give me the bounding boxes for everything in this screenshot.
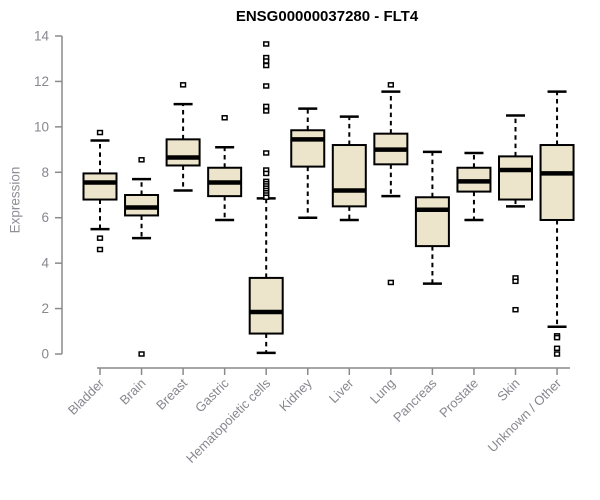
chart-title: ENSG00000037280 - FLT4 — [235, 8, 419, 25]
category-label-bladder: Bladder — [65, 375, 108, 418]
y-tick-label: 2 — [41, 301, 49, 316]
iqr-box — [165, 138, 201, 167]
iqr-box — [290, 129, 326, 168]
boxplot-prostate — [456, 151, 492, 222]
y-tick-label: 8 — [41, 165, 49, 180]
outlier-point — [553, 345, 561, 352]
boxplot-lung — [373, 82, 409, 286]
y-tick-label: 4 — [41, 256, 49, 271]
outlier-point — [512, 306, 519, 313]
iqr-box — [498, 155, 533, 201]
y-tick-label: 12 — [34, 74, 49, 89]
boxplot-unknown-other — [539, 90, 575, 357]
boxplot-hematopoietic-cells — [248, 41, 284, 355]
category-label-kidney: Kidney — [276, 375, 315, 414]
boxplot-brain — [124, 157, 160, 357]
outlier-point — [553, 351, 561, 357]
y-tick-labels: 0 2 4 6 8 10 12 14 — [34, 29, 50, 362]
iqr-box — [124, 194, 160, 217]
category-label-liver: Liver — [326, 375, 357, 406]
boxplot-skin — [498, 114, 533, 313]
outlier-point — [263, 41, 270, 47]
outlier-point — [138, 157, 145, 163]
outlier-point — [263, 83, 270, 89]
y-tick-label: 0 — [41, 347, 49, 362]
outlier-point — [263, 108, 270, 114]
category-label-breast: Breast — [153, 375, 190, 412]
category-label-skin: Skin — [494, 376, 522, 404]
outlier-point — [553, 334, 561, 341]
outlier-point — [263, 62, 270, 69]
y-axis — [55, 35, 63, 355]
y-tick-label: 10 — [34, 119, 49, 134]
outlier-point — [96, 129, 104, 136]
category-label-unknown-other: Unknown / Other — [485, 375, 565, 455]
outlier-point — [96, 246, 104, 253]
outlier-point — [387, 82, 395, 88]
outlier-point — [138, 351, 145, 357]
y-tick-label: 14 — [34, 29, 50, 44]
outlier-point — [512, 278, 519, 285]
category-label-gastric: Gastric — [192, 375, 232, 415]
boxplot-pancreas — [414, 150, 450, 285]
outlier-point — [263, 150, 270, 156]
category-label-pancreas: Pancreas — [390, 375, 440, 425]
boxplot-bladder — [82, 129, 118, 253]
iqr-box — [82, 172, 118, 201]
iqr-box — [414, 196, 450, 248]
boxplot-breast — [165, 82, 201, 192]
outlier-point — [387, 279, 395, 286]
x-axis — [97, 367, 570, 375]
outlier-point — [221, 115, 228, 121]
boxplot-gastric — [207, 115, 243, 222]
outlier-point — [96, 235, 104, 241]
iqr-box — [248, 276, 284, 335]
outlier-point — [179, 82, 187, 88]
category-label-prostate: Prostate — [436, 376, 481, 421]
category-label-lung: Lung — [367, 376, 398, 407]
y-axis-label: Expression — [7, 166, 23, 234]
outlier-point — [263, 170, 270, 177]
outlier-point — [263, 103, 270, 110]
outlier-point — [263, 194, 270, 201]
boxplot-liver — [331, 115, 367, 222]
outlier-point — [263, 58, 270, 64]
y-tick-label: 6 — [41, 210, 49, 225]
iqr-box — [539, 144, 575, 221]
boxplot-kidney — [290, 107, 326, 219]
category-label-brain: Brain — [117, 376, 149, 408]
iqr-box — [331, 144, 367, 208]
